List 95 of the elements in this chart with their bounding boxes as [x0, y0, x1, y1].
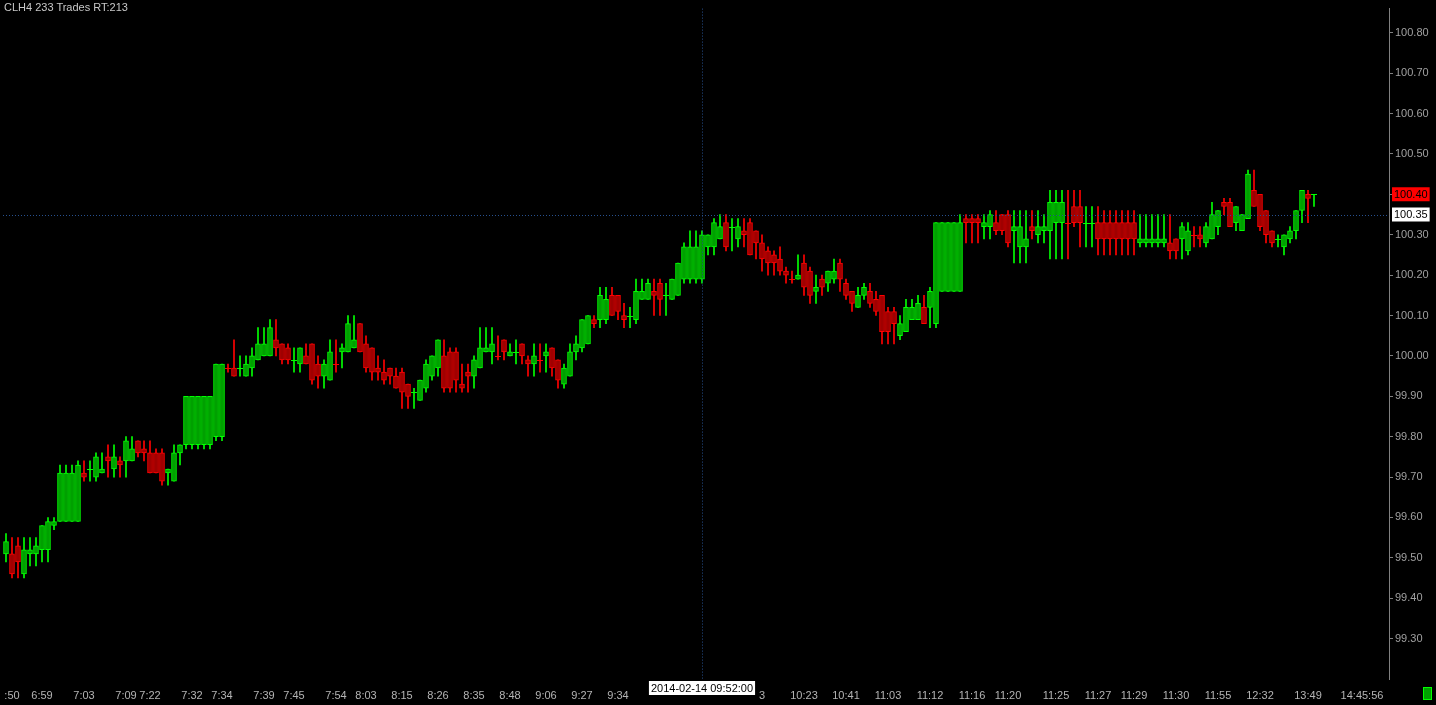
candlestick — [1149, 214, 1155, 248]
x-tick-label: 3 — [758, 688, 766, 701]
y-tick-label: 100.00 — [1395, 348, 1429, 361]
x-tick-label: 11:20 — [994, 688, 1022, 701]
candlestick — [536, 343, 544, 373]
candlestick — [975, 214, 981, 244]
candlestick — [1167, 214, 1173, 260]
x-tick-label: 12:32 — [1246, 688, 1274, 701]
x-tick-label: 7:03 — [73, 688, 95, 701]
candlestick — [27, 537, 33, 567]
ref-line-label: 100.35 — [1394, 208, 1428, 221]
x-tick-label: 8:26 — [427, 688, 449, 701]
candlestick — [1064, 190, 1072, 260]
candlestick — [963, 214, 969, 244]
y-tick-label: 100.20 — [1395, 268, 1429, 281]
x-tick-label: 6:59 — [31, 688, 53, 701]
y-tick-label: 99.50 — [1395, 550, 1423, 563]
x-tick-label: 9:06 — [535, 688, 557, 701]
x-tick-label: 10:41 — [832, 688, 860, 701]
candlestick — [621, 303, 627, 328]
x-tick-label: 7:34 — [211, 688, 233, 701]
x-tick-label: 8:48 — [499, 688, 521, 701]
y-tick-label: 99.60 — [1395, 510, 1423, 523]
x-tick-label: 11:03 — [874, 688, 902, 701]
annotation: 100.40 — [1394, 187, 1428, 200]
x-tick-label: 7:54 — [325, 688, 347, 701]
x-tick-label: 11:30 — [1162, 688, 1190, 701]
candlestick — [531, 343, 537, 377]
candlestick — [1155, 214, 1161, 248]
x-tick-label: 8:03 — [355, 688, 377, 701]
candlestick — [1161, 214, 1167, 248]
candlestick — [1011, 210, 1017, 264]
x-tick-label: 7:09 — [115, 688, 137, 701]
candlestick — [290, 347, 298, 373]
x-tick-label: 9:27 — [571, 688, 593, 701]
candlestick — [741, 218, 747, 248]
x-tick-label: 7:39 — [253, 688, 275, 701]
x-tick-label: 7:22 — [139, 688, 161, 701]
x-tick-label: 11:12 — [916, 688, 944, 701]
x-tick-label: 9:34 — [607, 688, 629, 701]
candlestick — [1023, 210, 1029, 264]
y-tick-label: 99.30 — [1395, 631, 1423, 644]
y-tick-label: 99.70 — [1395, 470, 1423, 483]
candlestick — [1137, 214, 1143, 248]
candlestick — [489, 327, 495, 365]
candlestick — [788, 270, 796, 284]
x-tick-label: 11:25 — [1042, 688, 1070, 701]
candlestick — [1274, 234, 1282, 248]
y-tick-label: 99.90 — [1395, 389, 1423, 402]
candlestick — [662, 282, 670, 316]
x-tick-label: 2014-02-14 09:52:00 — [650, 681, 754, 694]
candlestick — [410, 387, 418, 409]
y-tick-label: 100.10 — [1395, 308, 1429, 321]
candlestick — [981, 214, 987, 240]
candlestick — [236, 355, 244, 377]
candlestick — [224, 363, 232, 373]
candlestick — [273, 319, 279, 357]
y-tick-label: 100.70 — [1395, 66, 1429, 79]
x-tick-label: 14:45:56 — [1340, 688, 1384, 701]
y-tick-label: 100.60 — [1395, 106, 1429, 119]
candlestick — [459, 363, 465, 393]
x-tick-label: 10:23 — [790, 688, 818, 701]
candlestick — [626, 307, 634, 328]
candlestick — [813, 274, 819, 304]
candlestick — [1190, 226, 1198, 248]
x-tick-label: :50 — [4, 688, 20, 701]
x-tick-label: 11:55 — [1204, 688, 1232, 701]
candlestick — [1041, 214, 1047, 244]
x-tick-label: 7:45 — [283, 688, 305, 701]
chart-title: CLH4 233 Trades RT:213 — [4, 1, 128, 14]
candlestick — [969, 214, 975, 244]
candlestick — [1310, 194, 1318, 207]
x-tick-label: 11:29 — [1120, 688, 1148, 701]
x-tick-label: 8:35 — [463, 688, 485, 701]
x-tick-label: 13:49 — [1294, 688, 1322, 701]
candlestick — [512, 339, 520, 365]
candlestick — [141, 440, 147, 462]
candlestick — [1305, 190, 1311, 223]
y-tick-label: 99.80 — [1395, 429, 1423, 442]
candlestick — [494, 335, 502, 361]
y-tick-label: 100.80 — [1395, 25, 1429, 38]
candlestick — [1029, 210, 1035, 240]
candlestick — [728, 218, 736, 252]
y-tick-label: 99.40 — [1395, 591, 1423, 604]
x-tick-label: 8:15 — [391, 688, 413, 701]
candlestick — [1143, 214, 1149, 248]
x-tick-label: 11:27 — [1084, 688, 1112, 701]
candlestick — [332, 339, 340, 373]
y-tick-label: 100.30 — [1395, 227, 1429, 240]
candlestick — [795, 254, 801, 280]
candlestick — [651, 278, 657, 316]
x-tick-label: 7:32 — [181, 688, 203, 701]
candlestick — [86, 460, 94, 482]
y-tick-label: 100.50 — [1395, 147, 1429, 160]
x-tick-label: 11:16 — [958, 688, 986, 701]
